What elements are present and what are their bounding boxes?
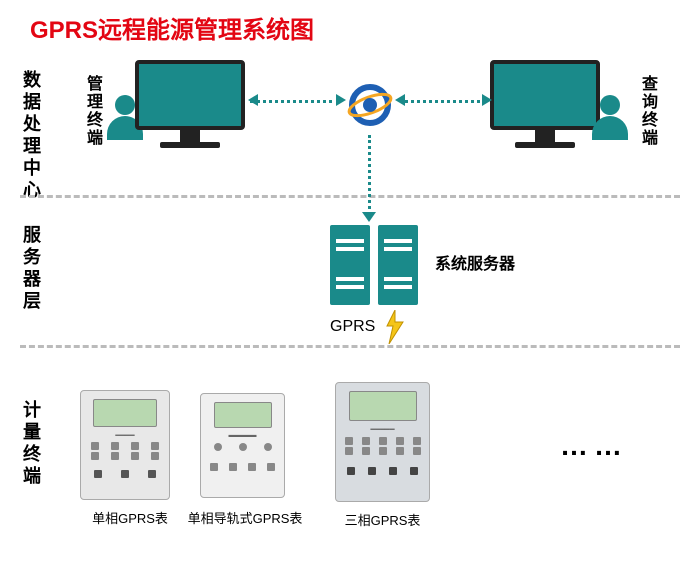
arrow-center-down bbox=[368, 135, 371, 215]
meter-label-2: 单相导轨式GPRS表 bbox=[185, 508, 305, 527]
ellipsis: …… bbox=[560, 430, 628, 462]
internet-explorer-icon bbox=[345, 80, 395, 130]
divider-1 bbox=[20, 195, 680, 198]
layer-label-metering: 计量终端 bbox=[18, 400, 44, 488]
divider-2 bbox=[20, 345, 680, 348]
diagram-title: GPRS远程能源管理系统图 bbox=[30, 10, 314, 45]
arrow-head-down bbox=[362, 212, 376, 222]
meter-label-1: 单相GPRS表 bbox=[85, 508, 175, 527]
right-terminal-label: 查询终端 bbox=[635, 75, 659, 147]
arrow-left-to-center bbox=[250, 100, 340, 103]
meter-din-rail: ▬▬▬▬ bbox=[200, 393, 285, 498]
server-2 bbox=[378, 225, 418, 305]
left-terminal-label: 管理终端 bbox=[80, 75, 104, 147]
server-1 bbox=[330, 225, 370, 305]
meter-single-phase: ━━━━ bbox=[80, 390, 170, 500]
server-label: 系统服务器 bbox=[435, 250, 515, 274]
layer-label-data-center: 数据处理中心 bbox=[18, 70, 44, 202]
arrow-head-right2 bbox=[482, 94, 492, 106]
arrow-head-left bbox=[248, 94, 258, 106]
arrow-head-right1 bbox=[395, 94, 405, 106]
layer-label-server: 服务器层 bbox=[18, 225, 44, 313]
arrow-center-to-right bbox=[400, 100, 485, 103]
meter-label-3: 三相GPRS表 bbox=[335, 510, 430, 529]
monitor-right bbox=[490, 60, 600, 155]
gprs-label: GPRS bbox=[330, 318, 375, 336]
person-icon-right bbox=[590, 95, 630, 140]
meter-three-phase: ━━━━━ bbox=[335, 382, 430, 502]
monitor-left bbox=[135, 60, 245, 155]
lightning-bolt-icon bbox=[385, 310, 405, 351]
arrow-head-left2 bbox=[336, 94, 346, 106]
